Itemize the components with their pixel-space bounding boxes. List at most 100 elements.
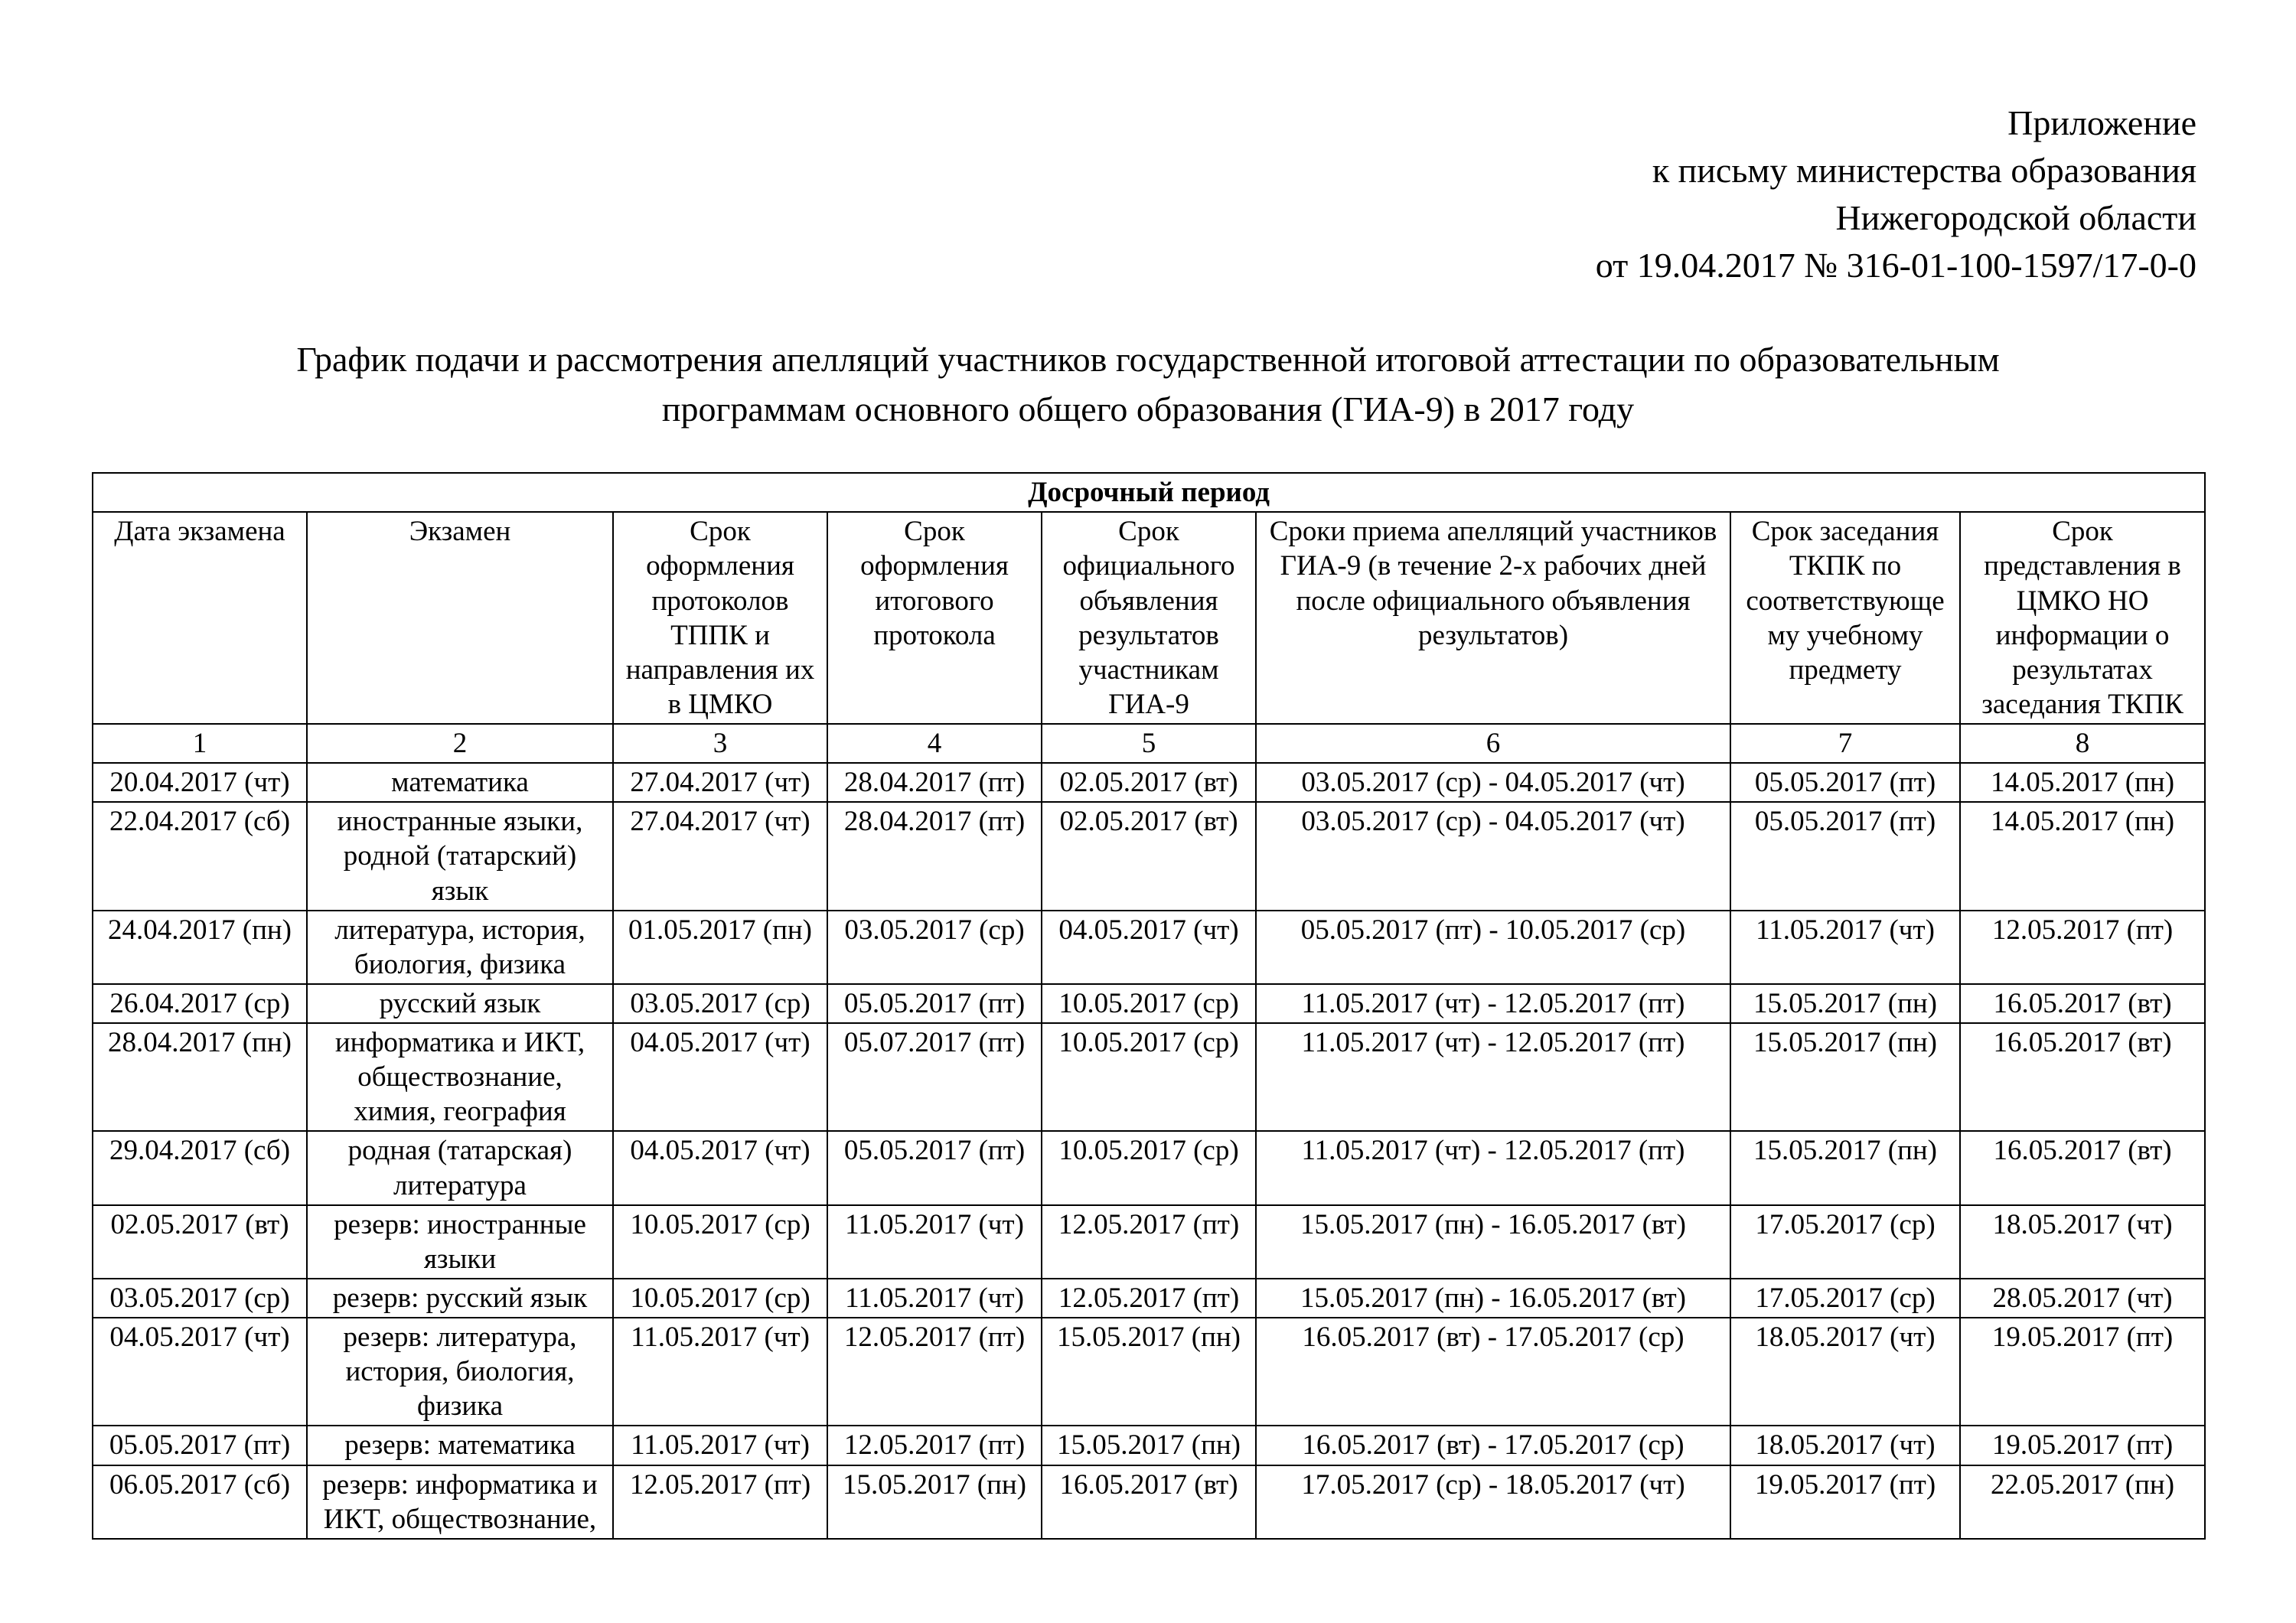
cell: 17.05.2017 (ср) bbox=[1730, 1279, 1960, 1318]
table-row: 03.05.2017 (ср) резерв: русский язык 10.… bbox=[93, 1279, 2205, 1318]
cell: 12.05.2017 (пт) bbox=[827, 1318, 1042, 1426]
cell: 11.05.2017 (чт) - 12.05.2017 (пт) bbox=[1256, 1023, 1730, 1131]
cell: 12.05.2017 (пт) bbox=[1960, 911, 2205, 984]
cell: 10.05.2017 (ср) bbox=[1042, 1023, 1256, 1131]
header-line: к письму министерства образования bbox=[92, 147, 2197, 194]
col-header: Сроки приема апелляций участников ГИА-9 … bbox=[1256, 512, 1730, 724]
cell: 15.05.2017 (пн) bbox=[827, 1465, 1042, 1539]
cell: 03.05.2017 (ср) bbox=[827, 911, 1042, 984]
cell: 03.05.2017 (ср) bbox=[613, 984, 827, 1023]
cell: 03.05.2017 (ср) - 04.05.2017 (чт) bbox=[1256, 802, 1730, 910]
cell-exam: родная (татарская) литература bbox=[307, 1131, 613, 1204]
cell: 18.05.2017 (чт) bbox=[1960, 1205, 2205, 1279]
cell: 04.05.2017 (чт) bbox=[1042, 911, 1256, 984]
cell-exam: резерв: иностранные языки bbox=[307, 1205, 613, 1279]
cell: 10.05.2017 (ср) bbox=[613, 1205, 827, 1279]
table-row: 05.05.2017 (пт) резерв: математика 11.05… bbox=[93, 1426, 2205, 1465]
cell: 11.05.2017 (чт) bbox=[613, 1426, 827, 1465]
cell: 10.05.2017 (ср) bbox=[1042, 1131, 1256, 1204]
table-row: 28.04.2017 (пн) информатика и ИКТ, общес… bbox=[93, 1023, 2205, 1131]
table-row: 29.04.2017 (сб) родная (татарская) литер… bbox=[93, 1131, 2205, 1204]
col-number: 2 bbox=[307, 724, 613, 763]
cell: 15.05.2017 (пн) bbox=[1730, 1023, 1960, 1131]
cell-exam: иностранные языки, родной (татарский) яз… bbox=[307, 802, 613, 910]
cell-date: 28.04.2017 (пн) bbox=[93, 1023, 307, 1131]
cell: 16.05.2017 (вт) bbox=[1960, 984, 2205, 1023]
cell: 12.05.2017 (пт) bbox=[1042, 1279, 1256, 1318]
schedule-table: Досрочный период Дата экзамена Экзамен С… bbox=[92, 472, 2206, 1540]
cell: 02.05.2017 (вт) bbox=[1042, 802, 1256, 910]
cell: 03.05.2017 (ср) - 04.05.2017 (чт) bbox=[1256, 763, 1730, 802]
cell-exam: резерв: информатика и ИКТ, обществознани… bbox=[307, 1465, 613, 1539]
cell: 22.05.2017 (пн) bbox=[1960, 1465, 2205, 1539]
document-page: Приложение к письму министерства образов… bbox=[0, 0, 2296, 1623]
table-section-row: Досрочный период bbox=[93, 473, 2205, 512]
cell-date: 24.04.2017 (пн) bbox=[93, 911, 307, 984]
cell: 15.05.2017 (пн) - 16.05.2017 (вт) bbox=[1256, 1279, 1730, 1318]
col-number: 3 bbox=[613, 724, 827, 763]
col-header: Срок оформления итогового протокола bbox=[827, 512, 1042, 724]
cell: 15.05.2017 (пн) bbox=[1042, 1318, 1256, 1426]
cell-date: 26.04.2017 (ср) bbox=[93, 984, 307, 1023]
cell: 14.05.2017 (пн) bbox=[1960, 763, 2205, 802]
cell: 16.05.2017 (вт) bbox=[1042, 1465, 1256, 1539]
col-header: Срок представления в ЦМКО НО информации … bbox=[1960, 512, 2205, 724]
cell-date: 05.05.2017 (пт) bbox=[93, 1426, 307, 1465]
header-line: от 19.04.2017 № 316-01-100-1597/17-0-0 bbox=[92, 242, 2197, 289]
col-number: 4 bbox=[827, 724, 1042, 763]
cell: 19.05.2017 (пт) bbox=[1960, 1318, 2205, 1426]
cell: 10.05.2017 (ср) bbox=[613, 1279, 827, 1318]
cell: 11.05.2017 (чт) bbox=[613, 1318, 827, 1426]
cell: 18.05.2017 (чт) bbox=[1730, 1426, 1960, 1465]
cell: 05.05.2017 (пт) bbox=[827, 1131, 1042, 1204]
cell-exam: информатика и ИКТ, обществознание, химия… bbox=[307, 1023, 613, 1131]
cell-date: 06.05.2017 (сб) bbox=[93, 1465, 307, 1539]
table-row: 24.04.2017 (пн) литература, история, био… bbox=[93, 911, 2205, 984]
table-row: 22.04.2017 (сб) иностранные языки, родно… bbox=[93, 802, 2205, 910]
table-header-row: Дата экзамена Экзамен Срок оформления пр… bbox=[93, 512, 2205, 724]
cell: 17.05.2017 (ср) - 18.05.2017 (чт) bbox=[1256, 1465, 1730, 1539]
appendix-header: Приложение к письму министерства образов… bbox=[92, 99, 2197, 289]
col-header: Срок официального объявления результатов… bbox=[1042, 512, 1256, 724]
cell: 11.05.2017 (чт) bbox=[827, 1205, 1042, 1279]
col-number: 6 bbox=[1256, 724, 1730, 763]
col-header: Срок заседания ТКПК по соответствующему … bbox=[1730, 512, 1960, 724]
cell-exam: математика bbox=[307, 763, 613, 802]
title-line: программам основного общего образования … bbox=[153, 385, 2143, 434]
cell: 28.04.2017 (пт) bbox=[827, 763, 1042, 802]
header-line: Нижегородской области bbox=[92, 194, 2197, 242]
col-number: 7 bbox=[1730, 724, 1960, 763]
cell: 12.05.2017 (пт) bbox=[1042, 1205, 1256, 1279]
cell: 12.05.2017 (пт) bbox=[613, 1465, 827, 1539]
cell-date: 04.05.2017 (чт) bbox=[93, 1318, 307, 1426]
cell-exam: резерв: математика bbox=[307, 1426, 613, 1465]
col-header: Экзамен bbox=[307, 512, 613, 724]
col-number: 5 bbox=[1042, 724, 1256, 763]
cell-date: 02.05.2017 (вт) bbox=[93, 1205, 307, 1279]
section-title-cell: Досрочный период bbox=[93, 473, 2205, 512]
table-row: 06.05.2017 (сб) резерв: информатика и ИК… bbox=[93, 1465, 2205, 1539]
col-header: Дата экзамена bbox=[93, 512, 307, 724]
cell: 01.05.2017 (пн) bbox=[613, 911, 827, 984]
cell: 04.05.2017 (чт) bbox=[613, 1023, 827, 1131]
cell-date: 20.04.2017 (чт) bbox=[93, 763, 307, 802]
table-number-row: 1 2 3 4 5 6 7 8 bbox=[93, 724, 2205, 763]
cell: 15.05.2017 (пн) - 16.05.2017 (вт) bbox=[1256, 1205, 1730, 1279]
cell: 18.05.2017 (чт) bbox=[1730, 1318, 1960, 1426]
cell: 11.05.2017 (чт) bbox=[1730, 911, 1960, 984]
cell: 16.05.2017 (вт) - 17.05.2017 (ср) bbox=[1256, 1318, 1730, 1426]
table-row: 04.05.2017 (чт) резерв: литература, исто… bbox=[93, 1318, 2205, 1426]
cell: 28.05.2017 (чт) bbox=[1960, 1279, 2205, 1318]
cell-exam: резерв: русский язык bbox=[307, 1279, 613, 1318]
cell: 17.05.2017 (ср) bbox=[1730, 1205, 1960, 1279]
cell: 02.05.2017 (вт) bbox=[1042, 763, 1256, 802]
cell: 19.05.2017 (пт) bbox=[1730, 1465, 1960, 1539]
col-header: Срок оформления протоколов ТППК и направ… bbox=[613, 512, 827, 724]
cell: 27.04.2017 (чт) bbox=[613, 802, 827, 910]
cell: 15.05.2017 (пн) bbox=[1042, 1426, 1256, 1465]
cell: 05.05.2017 (пт) bbox=[1730, 802, 1960, 910]
cell: 11.05.2017 (чт) - 12.05.2017 (пт) bbox=[1256, 1131, 1730, 1204]
cell: 15.05.2017 (пн) bbox=[1730, 984, 1960, 1023]
document-title: График подачи и рассмотрения апелляций у… bbox=[153, 335, 2143, 434]
cell-exam: русский язык bbox=[307, 984, 613, 1023]
